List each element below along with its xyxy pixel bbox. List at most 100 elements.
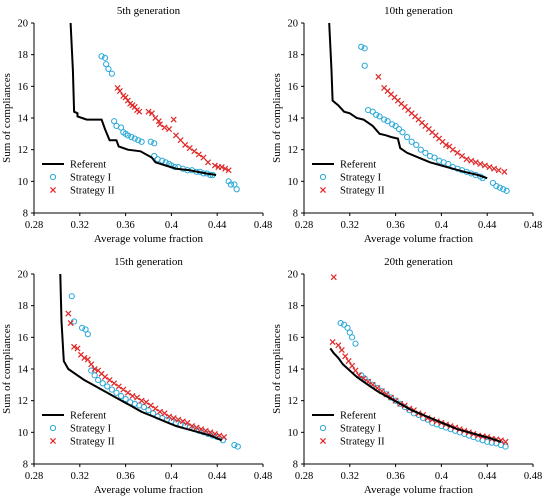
strategy-ii-point [148, 110, 155, 117]
strategy-ii-point [477, 160, 484, 167]
legend-label: Referent [70, 411, 106, 422]
y-tick-label: 14 [18, 365, 29, 376]
y-tick-label: 18 [288, 50, 299, 61]
x-tick-label: 0.32 [71, 471, 89, 482]
legend-item: Referent [312, 411, 376, 422]
legend-label: Referent [340, 411, 376, 422]
legend-label: Strategy I [340, 424, 382, 435]
legend-marker [49, 186, 57, 194]
referent-line [59, 274, 223, 442]
y-axis-label: Sum of compliances [271, 73, 283, 163]
strategy-ii-point [486, 164, 493, 171]
y-tick-label: 20 [288, 19, 299, 30]
strategy-ii-point [495, 167, 502, 174]
strategy-ii-point [345, 358, 352, 365]
strategy-ii-point [349, 362, 356, 369]
y-tick-label: 8 [293, 209, 298, 220]
strategy-i-point [98, 53, 105, 60]
strategy-ii-point [342, 353, 349, 360]
x-axis-label: Average volume fraction [94, 484, 204, 496]
strategy-ii-point [166, 413, 173, 420]
strategy-i-point [422, 149, 429, 156]
strategy-ii-point [71, 343, 78, 350]
strategy-ii-point [186, 145, 193, 152]
strategy-i-point [348, 334, 356, 341]
x-tick-label: 0.48 [254, 220, 272, 231]
strategy-ii-point [335, 342, 342, 349]
strategy-i-point [101, 54, 109, 61]
series-strategy-ii [114, 84, 232, 174]
strategy-ii-point [188, 422, 196, 430]
strategy-ii-point [170, 116, 177, 123]
y-tick-label: 14 [288, 114, 299, 125]
strategy-i-point [496, 184, 503, 191]
series-strategy-ii [65, 310, 228, 441]
y-tick-label: 8 [293, 460, 298, 471]
y-tick-label: 14 [18, 114, 29, 125]
legend-item: Strategy II [319, 186, 385, 197]
legend-item: Strategy I [49, 424, 112, 435]
strategy-ii-point [211, 162, 218, 169]
strategy-i-point [124, 132, 131, 139]
y-tick-label: 10 [288, 428, 299, 439]
strategy-ii-point [143, 399, 150, 406]
x-tick-label: 0.28 [295, 471, 313, 482]
legend-label: Referent [70, 160, 106, 171]
legend: Referent Strategy I Strategy II [42, 160, 115, 197]
strategy-ii-point [175, 416, 182, 423]
legend-marker [319, 173, 327, 181]
y-tick-label: 10 [18, 428, 29, 439]
legend-item: Strategy I [319, 424, 382, 435]
x-tick-label: 0.32 [341, 471, 359, 482]
strategy-i-point [389, 121, 396, 128]
strategy-ii-point [442, 141, 450, 148]
strategy-ii-point [161, 410, 168, 417]
strategy-ii-point [449, 146, 456, 153]
strategy-ii-point [182, 141, 189, 148]
legend-marker [319, 424, 327, 432]
x-axis-label: Average volume fraction [364, 484, 474, 496]
strategy-i-point [82, 326, 89, 333]
strategy-ii-point [106, 377, 113, 384]
strategy-i-point [227, 181, 235, 188]
strategy-ii-point [177, 137, 184, 144]
y-tick-label: 10 [288, 177, 299, 188]
x-tick-label: 0.44 [208, 220, 227, 231]
strategy-i-point [352, 340, 359, 347]
strategy-i-point [122, 395, 129, 403]
strategy-i-point [361, 45, 368, 52]
x-tick-label: 0.44 [478, 471, 497, 482]
chart-title: 15th generation [114, 256, 183, 268]
strategy-i-point [358, 43, 365, 50]
y-tick-label: 12 [288, 396, 299, 407]
x-tick-label: 0.48 [524, 220, 542, 231]
x-tick-label: 0.36 [386, 471, 404, 482]
legend-label: Strategy I [70, 424, 112, 435]
strategy-i-point [128, 133, 135, 141]
strategy-i-point [104, 383, 111, 390]
strategy-ii-point [202, 427, 209, 434]
strategy-ii-point [115, 383, 122, 390]
strategy-ii-point [88, 361, 95, 368]
y-tick-label: 10 [18, 177, 29, 188]
strategy-ii-point [161, 124, 168, 131]
legend-label: Strategy II [340, 437, 385, 448]
x-tick-label: 0.36 [116, 220, 134, 231]
y-axis-label: Sum of compliances [1, 324, 13, 414]
strategy-i-point [376, 113, 383, 120]
y-tick-label: 12 [288, 145, 299, 156]
strategy-ii-point [170, 415, 177, 422]
strategy-i-point [231, 441, 238, 449]
x-tick-label: 0.32 [71, 220, 89, 231]
strategy-ii-point [221, 434, 228, 441]
strategy-ii-point [225, 167, 232, 174]
strategy-ii-point [91, 365, 98, 373]
x-tick-label: 0.4 [165, 471, 179, 482]
strategy-i-point [159, 157, 166, 164]
x-tick-label: 0.36 [116, 471, 134, 482]
legend: Referent Strategy I Strategy II [312, 411, 385, 448]
strategy-ii-point [198, 426, 205, 433]
x-tick-label: 0.32 [341, 220, 359, 231]
series-strategy-i [98, 53, 240, 193]
y-tick-label: 16 [288, 82, 299, 93]
